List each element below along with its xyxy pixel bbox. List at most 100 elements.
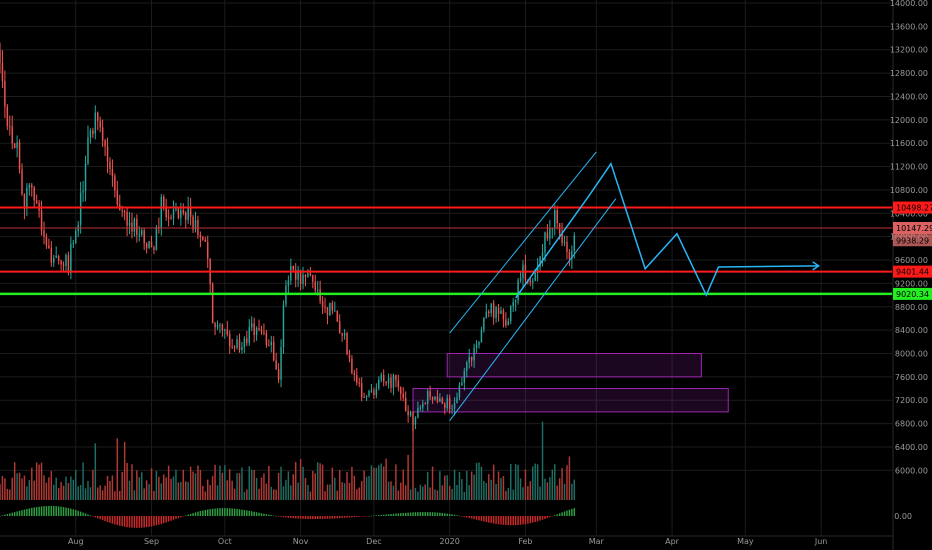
rectangle-zones[interactable] bbox=[412, 352, 729, 413]
oscillator-bar bbox=[314, 516, 316, 520]
oscillator-bar bbox=[316, 516, 319, 519]
candle-body bbox=[167, 216, 170, 218]
volume-bar bbox=[463, 491, 466, 500]
volume-bar bbox=[385, 458, 387, 500]
volume-bar bbox=[92, 469, 94, 500]
candle-body bbox=[214, 323, 216, 328]
candle-body bbox=[87, 137, 89, 164]
candle-body bbox=[26, 187, 28, 209]
candle-body bbox=[304, 275, 307, 277]
oscillator-bar bbox=[324, 516, 326, 519]
volume-bar bbox=[231, 480, 233, 500]
candle-body bbox=[6, 106, 9, 127]
volume-bar bbox=[448, 485, 451, 500]
candle-body bbox=[21, 169, 23, 195]
oscillator-bar bbox=[160, 516, 163, 524]
candle-body bbox=[546, 232, 549, 239]
candle-body bbox=[228, 334, 231, 347]
oscillator-bar bbox=[9, 513, 11, 516]
candle-body bbox=[336, 310, 338, 322]
candle-body bbox=[480, 329, 483, 343]
oscillator-bar bbox=[338, 516, 341, 519]
oscillator-bar bbox=[170, 516, 172, 521]
oscillator-bar bbox=[409, 512, 412, 516]
candle-body bbox=[456, 397, 458, 404]
candle-body bbox=[297, 270, 299, 280]
volume-bar bbox=[111, 475, 114, 500]
volume-bar bbox=[466, 470, 468, 500]
horizontal-levels[interactable] bbox=[0, 206, 892, 296]
candle-body bbox=[419, 407, 422, 409]
candle-body bbox=[0, 49, 1, 64]
volume-bar bbox=[329, 484, 331, 500]
volume-bar bbox=[182, 469, 185, 500]
volume-bar bbox=[131, 464, 133, 500]
volume-bar bbox=[9, 489, 11, 500]
candle-body bbox=[319, 289, 321, 302]
candle-body bbox=[400, 387, 402, 394]
oscillator-bar bbox=[79, 511, 82, 516]
y-tick-label: 6000.00 bbox=[895, 466, 928, 475]
time-axis[interactable]: Aug Sep Oct Nov Dec 2020 Feb Mar Apr May Jun bbox=[68, 537, 827, 546]
volume-bar bbox=[529, 481, 532, 500]
volume-bar bbox=[336, 490, 338, 500]
oscillator-bar bbox=[541, 516, 544, 520]
oscillator-bar bbox=[480, 516, 483, 521]
volume-bar bbox=[478, 462, 480, 500]
candle-body bbox=[16, 142, 18, 149]
oscillator-bar bbox=[439, 512, 441, 516]
candle-body bbox=[573, 235, 576, 251]
x-tick-label: Jun bbox=[814, 537, 828, 546]
channel-line bbox=[449, 198, 617, 421]
oscillator-bar bbox=[534, 516, 536, 522]
volume-bar bbox=[180, 481, 182, 500]
y-tick-label: 6400.00 bbox=[895, 443, 928, 452]
volume-bar bbox=[429, 487, 431, 500]
volume-bar bbox=[28, 480, 31, 500]
candle-body bbox=[458, 385, 461, 398]
oscillator-bar bbox=[544, 516, 546, 519]
price-tag-label: 9401.44 bbox=[896, 268, 929, 277]
volume-bar bbox=[253, 470, 255, 500]
oscillator-bar bbox=[385, 514, 387, 516]
volume-bar bbox=[309, 491, 312, 500]
oscillator-bar bbox=[519, 516, 522, 525]
oscillator-bar bbox=[414, 512, 417, 516]
candle-body bbox=[453, 403, 456, 409]
oscillator-bar bbox=[551, 516, 554, 517]
oscillator-bar bbox=[470, 516, 473, 519]
volume-bar bbox=[568, 456, 571, 500]
volume-bar bbox=[33, 480, 35, 500]
oscillator-bar bbox=[395, 513, 397, 516]
candle-body bbox=[160, 196, 163, 228]
oscillator-bar bbox=[16, 511, 18, 516]
volume-bar bbox=[495, 483, 497, 500]
volume-bar bbox=[558, 478, 561, 500]
oscillator-bar bbox=[265, 514, 268, 516]
oscillator-bar bbox=[214, 508, 216, 516]
volume-bar bbox=[375, 467, 378, 500]
oscillator-bar bbox=[180, 516, 182, 518]
candle-body bbox=[180, 210, 182, 218]
candle-body bbox=[541, 252, 544, 257]
oscillator-bar bbox=[43, 506, 45, 516]
candle-body bbox=[101, 127, 104, 141]
y-tick-label: 6800.00 bbox=[895, 420, 928, 429]
oscillator-bar bbox=[57, 506, 60, 516]
candle-body bbox=[148, 241, 150, 249]
oscillator-bar bbox=[463, 516, 466, 517]
volume-bar bbox=[260, 477, 263, 500]
oscillator-bar bbox=[13, 512, 16, 516]
volume-bar bbox=[556, 485, 558, 500]
x-tick-label: Oct bbox=[218, 537, 232, 546]
volume-bar bbox=[48, 477, 50, 500]
volume-bar bbox=[360, 481, 363, 500]
oscillator-bar bbox=[392, 513, 395, 516]
candle-body bbox=[89, 130, 92, 138]
oscillator-bar bbox=[390, 514, 392, 516]
volume-bar bbox=[145, 480, 148, 500]
trend-drawings[interactable] bbox=[449, 151, 821, 421]
oscillator-bar bbox=[172, 516, 175, 520]
volume-bar bbox=[397, 490, 400, 500]
